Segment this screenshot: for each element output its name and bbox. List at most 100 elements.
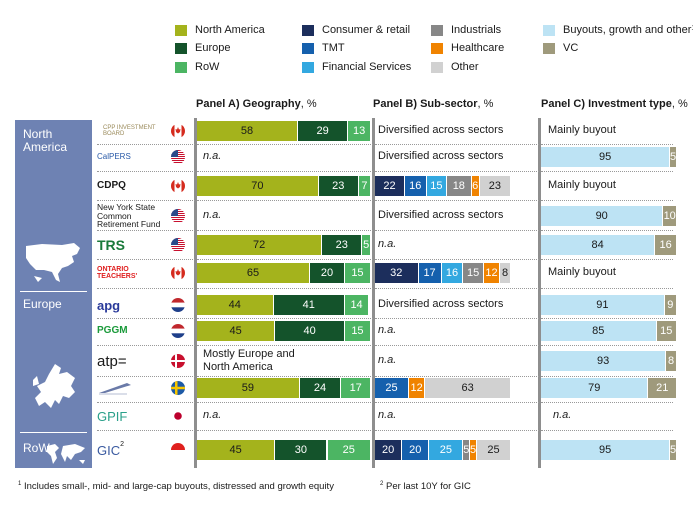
fund-logo-text: CalPERS (97, 152, 131, 161)
row-separator (541, 230, 673, 231)
geography-bar-segment: 5 (362, 235, 371, 255)
investment-bar-segment: 90 (541, 206, 664, 226)
geography-text: n.a. (203, 150, 222, 162)
investment-value-label: 91 (596, 299, 609, 311)
subsector-value-label: 8 (501, 267, 509, 279)
subsector-value-label: 25 (385, 382, 398, 394)
subsector-value-label: 6 (472, 180, 479, 192)
geography-value-label: 70 (251, 180, 264, 192)
legend-label: Consumer & retail (322, 24, 411, 36)
row-separator (375, 259, 539, 260)
row-separator (541, 200, 673, 201)
subsector-text: Diversified across sectors (378, 209, 504, 221)
investment-bar-segment: 85 (541, 321, 657, 341)
geography-bar-segment: 23 (318, 176, 359, 196)
geography-text-line: North America (203, 361, 273, 373)
row-separator (97, 144, 195, 145)
subsector-value-label: 17 (423, 267, 436, 279)
investment-value-label: 15 (660, 325, 673, 337)
geography-bar-segment: 45 (197, 321, 276, 341)
panel-b-title: Panel B) Sub-sector, % (373, 98, 494, 110)
region-label-row: RoW (23, 441, 50, 455)
row-separator (197, 144, 373, 145)
row-separator (197, 171, 373, 172)
panel-c-title: Panel C) Investment type, % (541, 98, 688, 110)
geography-value-label: 23 (332, 180, 345, 192)
geography-value-label: 25 (342, 444, 355, 456)
subsector-value-label: 25 (487, 444, 500, 456)
fund-logo-text: atp= (97, 352, 127, 370)
fund-logo-text: ONTARIO TEACHERS' (97, 266, 138, 280)
row-separator (97, 259, 195, 260)
row-separator (541, 144, 673, 145)
row-separator (541, 376, 673, 377)
sweden-flag-icon (171, 381, 185, 395)
subsector-bar-segment: 18 (447, 176, 472, 196)
geography-value-label: 7 (361, 180, 368, 192)
subsector-bar-segment: 15 (463, 263, 484, 283)
legend-swatch (302, 42, 314, 54)
subsector-bar-segment: 22 (375, 176, 405, 196)
north-america-map-icon (26, 243, 80, 282)
investment-bar-segment: 10 (663, 206, 677, 226)
world-map-icon (47, 444, 85, 464)
subsector-value-label: 20 (409, 444, 422, 456)
subsector-bar-segment: 25 (375, 378, 409, 398)
row-separator (375, 376, 539, 377)
investment-bar-segment: 16 (655, 235, 677, 255)
footnote-2: 2 Per last 10Y for GIC (380, 481, 471, 492)
legend-item: North America (175, 24, 265, 36)
row-separator (97, 318, 195, 319)
row-separator (541, 171, 673, 172)
geography-bar-segment: 59 (197, 378, 300, 398)
row-separator (375, 230, 539, 231)
fund-logo-text: TRS (97, 237, 125, 253)
legend-label: TMT (322, 42, 345, 54)
subsector-value-label: 23 (488, 180, 501, 192)
netherlands-flag-icon (171, 298, 185, 312)
geography-bar-segment: 15 (344, 321, 371, 341)
legend-label: Healthcare (451, 42, 505, 54)
geography-value-label: 24 (313, 382, 327, 394)
geography-text: n.a. (203, 409, 222, 421)
geography-value-label: 59 (241, 382, 254, 394)
investment-bar-segment: 8 (666, 351, 677, 371)
panel-a-title: Panel A) Geography, % (196, 98, 317, 110)
subsector-bar-segment: 8 (500, 263, 511, 283)
panel-b-axis (372, 118, 375, 468)
subsector-value-label: 16 (409, 180, 422, 192)
investment-value-label: 95 (598, 151, 612, 163)
geography-text: Mostly Europe and North America (203, 348, 295, 374)
subsector-bar-segment: 12 (483, 263, 501, 283)
geography-bar-segment: 7 (358, 176, 371, 196)
row-separator (375, 345, 539, 346)
japan-flag-icon (171, 409, 185, 423)
fund-logo: CDPQ (97, 177, 167, 195)
legend-swatch (302, 61, 314, 73)
investment-text: n.a. (553, 409, 572, 421)
geography-bar-segment: 58 (197, 121, 298, 141)
subsector-value-label: 63 (461, 382, 474, 394)
legend-item: TMT (302, 42, 345, 54)
investment-value-label: 21 (656, 382, 669, 394)
investment-value-label: 79 (588, 382, 601, 394)
geography-value-label: 40 (303, 325, 316, 337)
row-separator (375, 171, 539, 172)
fund-logo: GPIF (97, 407, 167, 425)
row-separator (541, 259, 673, 260)
region-column: North America Europe RoW (15, 120, 92, 468)
row-separator (375, 288, 539, 289)
investment-bar-segment: 5 (670, 440, 677, 460)
investment-bar-segment: 9 (664, 295, 677, 315)
subsector-bar-segment: 16 (404, 176, 427, 196)
geography-bar-segment: 17 (341, 378, 371, 398)
investment-bar-segment: 84 (541, 235, 656, 255)
legend-label: Financial Services (322, 61, 412, 73)
row-separator (97, 345, 195, 346)
row-separator (97, 402, 195, 403)
subsector-value-label: 16 (445, 267, 459, 279)
investment-value-label: 16 (659, 239, 672, 251)
investment-bar-segment: 79 (541, 378, 649, 398)
legend-swatch (431, 61, 443, 73)
legend-label: Europe (195, 42, 231, 54)
